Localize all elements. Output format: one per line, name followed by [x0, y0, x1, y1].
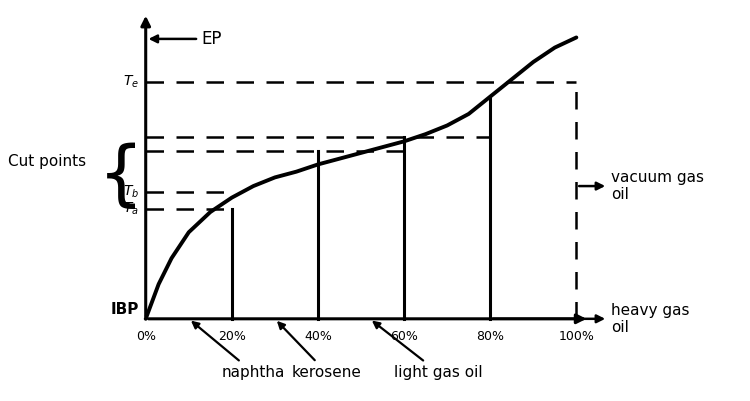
Text: }: }: [80, 139, 125, 208]
Text: naphtha: naphtha: [193, 322, 285, 380]
Text: 80%: 80%: [476, 330, 504, 343]
Text: IBP: IBP: [111, 302, 140, 317]
Text: light gas oil: light gas oil: [374, 322, 483, 380]
Text: 60%: 60%: [390, 330, 418, 343]
Text: 40%: 40%: [304, 330, 332, 343]
Text: kerosene: kerosene: [278, 322, 362, 380]
Text: vacuum gas
oil: vacuum gas oil: [579, 170, 704, 202]
Text: heavy gas
oil: heavy gas oil: [493, 303, 689, 335]
Text: 100%: 100%: [559, 330, 594, 343]
Text: EP: EP: [152, 30, 222, 48]
Text: 20%: 20%: [218, 330, 246, 343]
Text: 0%: 0%: [136, 330, 156, 343]
Text: $T_e$: $T_e$: [123, 74, 140, 90]
Text: $T_a$: $T_a$: [124, 201, 140, 217]
Text: $T_b$: $T_b$: [123, 184, 140, 200]
Text: Cut points: Cut points: [8, 154, 86, 169]
